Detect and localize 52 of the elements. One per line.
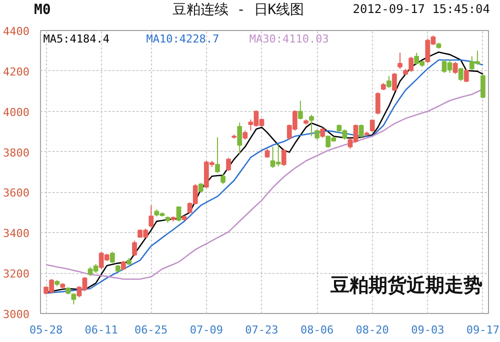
- chart-title: 豆粕连续 - 日K线图: [172, 1, 304, 20]
- y-tick-label: 3000: [3, 308, 30, 321]
- candlestick: [176, 206, 182, 222]
- candlestick: [458, 67, 464, 82]
- y-tick-label: 4400: [3, 25, 30, 38]
- x-tick-label: 07-09: [190, 324, 223, 336]
- candlestick: [226, 157, 231, 172]
- candlestick: [392, 72, 397, 92]
- y-tick-label: 3600: [3, 186, 30, 200]
- x-tick-label: 09-17: [466, 324, 500, 336]
- candlestick: [398, 52, 402, 70]
- text: MA30:4110.03: [249, 32, 329, 46]
- x-tick-label: 09-03: [411, 324, 444, 336]
- y-tick-label: 3400: [3, 227, 30, 240]
- y-tick-label: 3800: [3, 146, 30, 160]
- text: 2012-09-17 15:45:04: [352, 1, 490, 18]
- x-tick-label: 06-25: [134, 324, 168, 336]
- annotation: 豆粕期货近期走势: [330, 274, 482, 296]
- candlestick: [132, 240, 137, 256]
- candlestick: [148, 204, 154, 228]
- candlestick: [298, 100, 303, 120]
- y-tick-label: 3200: [3, 268, 30, 281]
- candlestick: [375, 92, 380, 115]
- y-tick-label: 4000: [3, 106, 30, 119]
- candlestick: [121, 260, 126, 271]
- candlestick: [264, 148, 270, 158]
- x-tick-label: 08-20: [356, 324, 389, 336]
- candlestick: [198, 182, 204, 193]
- candlestick: [309, 114, 314, 137]
- x-tick-label: 05-28: [29, 324, 63, 336]
- candlestick: [314, 129, 320, 140]
- y-tick-label: 4200: [3, 65, 30, 78]
- candlestick: [358, 124, 364, 138]
- text: M0: [34, 1, 52, 20]
- x-tick-label: 08-06: [300, 324, 334, 336]
- text: MA5:4184.4: [43, 32, 110, 46]
- candlestick: [242, 130, 248, 140]
- candlestick: [386, 75, 392, 89]
- candlestick: [320, 127, 326, 138]
- candlestick: [215, 136, 220, 174]
- candlestick: [480, 74, 486, 99]
- candlestick: [237, 122, 242, 154]
- candlestick: [220, 174, 226, 185]
- candlestick: [110, 251, 115, 264]
- x-tick-label: 07-23: [245, 324, 278, 336]
- text: MA10:4228.7: [146, 32, 220, 46]
- candlestick: [452, 61, 458, 74]
- candlestick: [464, 68, 469, 83]
- candlestick: [370, 118, 375, 132]
- x-tick-label: 06-11: [84, 324, 118, 336]
- candlestick: [71, 292, 76, 305]
- candlestick: [281, 148, 286, 166]
